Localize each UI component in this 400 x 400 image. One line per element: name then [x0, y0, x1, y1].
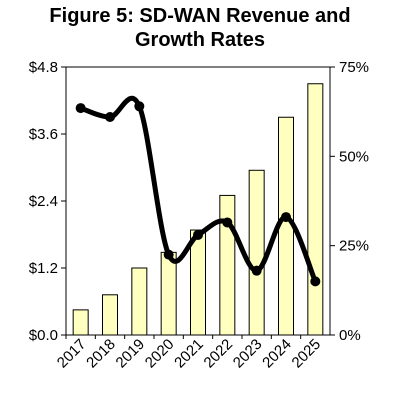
left-axis-tick-label: $1.2: [29, 260, 58, 277]
growth-point-2025: [310, 276, 321, 287]
revenue-bar-2020: [160, 251, 177, 336]
x-axis-label-2020: 2020: [142, 336, 178, 372]
revenue-bar-2017: [72, 309, 89, 336]
right-axis-tick-label: 0%: [339, 327, 361, 344]
bar-series: [72, 83, 324, 336]
growth-rate-points: [75, 101, 321, 287]
revenue-bar-2021: [190, 229, 206, 336]
revenue-bar-2019: [131, 267, 148, 336]
growth-point-2017: [75, 103, 86, 114]
growth-point-2023: [251, 265, 262, 276]
x-axis-label-2017: 2017: [54, 336, 90, 372]
x-axis-label-2019: 2019: [113, 336, 149, 372]
x-axis-label-2021: 2021: [171, 336, 207, 372]
growth-point-2019: [134, 101, 145, 112]
left-axis-tick-label: $4.8: [29, 59, 58, 76]
left-axis: $0.0 $1.2 $2.4 $3.6 $4.8: [29, 59, 66, 344]
chart-title-line-2: Growth Rates: [134, 29, 266, 51]
x-axis-label-2022: 2022: [201, 336, 237, 372]
right-axis-tick-label: 25%: [339, 238, 369, 255]
revenue-bar-2018: [102, 294, 118, 336]
growth-point-2020: [163, 249, 174, 260]
left-axis-tick-label: $2.4: [29, 193, 58, 210]
revenue-bar-2022: [219, 194, 236, 336]
revenue-bar-2023: [248, 169, 265, 336]
growth-point-2024: [281, 212, 291, 223]
revenue-bar-2025: [307, 83, 324, 336]
right-axis: 0% 25% 50% 75%: [330, 59, 369, 344]
growth-point-2018: [105, 112, 115, 123]
right-axis-tick-label: 75%: [339, 59, 369, 76]
growth-point-2022: [222, 217, 233, 228]
x-axis-label-2025: 2025: [289, 336, 325, 372]
x-axis-label-2024: 2024: [259, 336, 295, 372]
x-axis-label-2018: 2018: [83, 336, 119, 372]
right-axis-tick-label: 50%: [339, 148, 369, 165]
left-axis-tick-label: $0.0: [29, 327, 58, 344]
growth-point-2021: [193, 229, 203, 240]
left-axis-tick-label: $3.6: [29, 126, 58, 143]
chart-title-line-1: Figure 5: SD-WAN Revenue and: [49, 5, 351, 27]
x-axis-label-2023: 2023: [230, 336, 266, 372]
chart-title: Figure 5: SD-WAN Revenue and Growth Rate…: [0, 4, 400, 52]
